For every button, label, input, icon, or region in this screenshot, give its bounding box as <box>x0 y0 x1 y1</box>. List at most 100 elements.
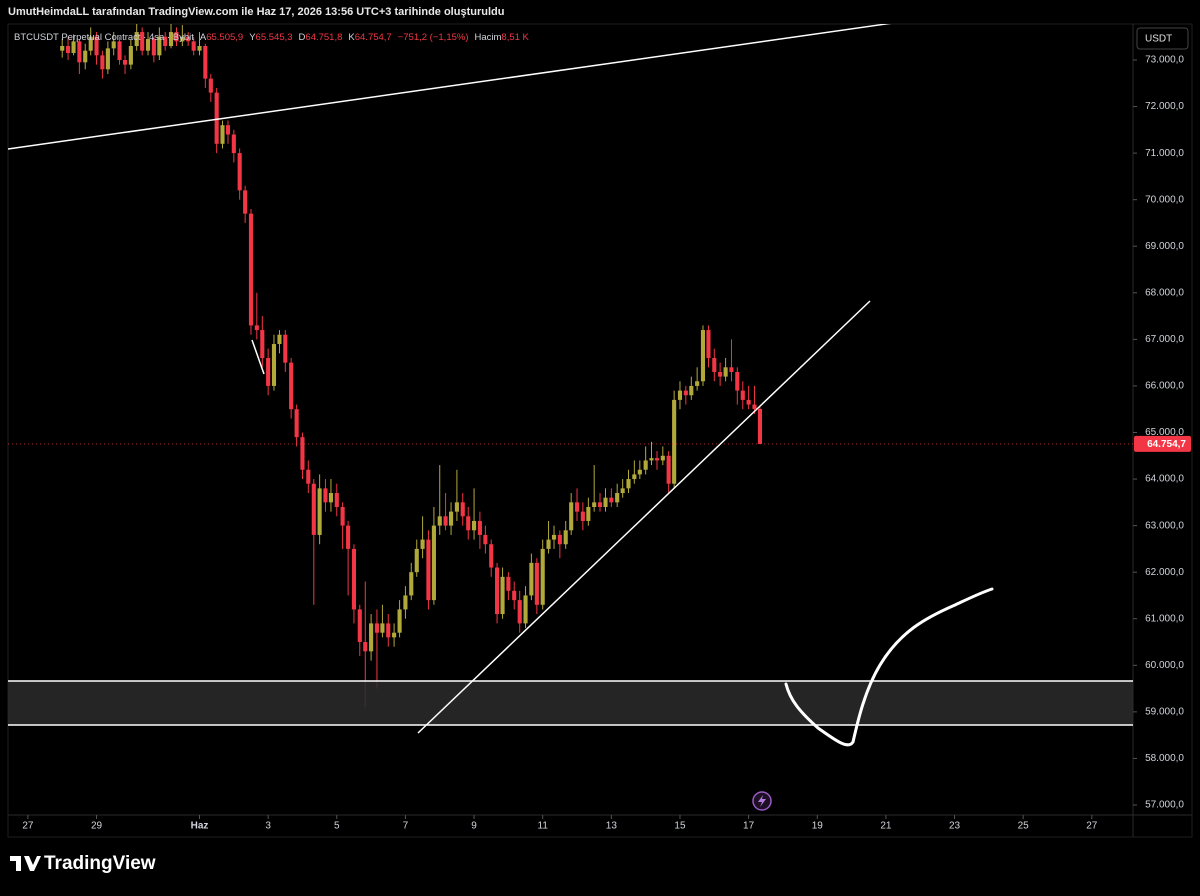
candle-body <box>83 50 88 63</box>
caption: UmutHeimdaLL tarafından TradingView.com … <box>8 6 504 18</box>
candle-body <box>569 502 574 531</box>
candle-body <box>208 78 213 93</box>
candle-body <box>248 213 254 326</box>
candle-body <box>340 506 345 526</box>
candle-body <box>454 502 459 512</box>
lightning-glyph <box>758 795 766 807</box>
x-tick-label: 5 <box>334 821 340 832</box>
candle-body <box>191 41 196 51</box>
candle-body <box>460 502 465 517</box>
candle-body <box>632 474 637 480</box>
candle-body <box>483 534 488 545</box>
candle-body <box>489 544 494 568</box>
legend-change: −751,2 (−1,15%) <box>398 32 469 43</box>
x-tick-label: 3 <box>265 821 271 832</box>
candle-body <box>157 36 162 56</box>
short-stroke <box>251 339 265 375</box>
y-tick-label: 72.000,0 <box>1145 101 1184 112</box>
candle-body <box>145 39 151 51</box>
replay-icon[interactable] <box>752 791 772 811</box>
legend-value: 65.505,9 <box>206 32 243 43</box>
candle-body <box>386 623 391 638</box>
candle-body <box>677 390 683 400</box>
x-tick-label: 25 <box>1018 821 1030 832</box>
candle-body <box>237 153 242 191</box>
candle-body <box>746 399 751 405</box>
y-tick-label: 59.000,0 <box>1145 707 1184 718</box>
x-tick-label: 11 <box>538 821 549 832</box>
candle-body <box>426 539 431 601</box>
y-tick-label: 71.000,0 <box>1145 148 1184 159</box>
y-tick-label: 65.000,0 <box>1145 427 1184 438</box>
candle-body <box>546 539 551 549</box>
candle-body <box>472 520 477 531</box>
legend-value: 65.545,3 <box>256 32 293 43</box>
candle-body <box>203 46 208 79</box>
candle-body <box>380 623 385 633</box>
candle-body <box>174 32 179 42</box>
candle-body <box>311 483 316 535</box>
legend-key: D <box>299 32 306 43</box>
candle-body <box>757 408 763 444</box>
x-tick-label: Haz <box>191 821 209 832</box>
candle-body <box>266 357 271 386</box>
candle-body <box>563 530 568 545</box>
candle-body <box>71 41 76 54</box>
x-tick-label: 27 <box>22 821 34 832</box>
support-zone <box>8 681 1133 725</box>
candle-body <box>512 590 517 601</box>
candle-body <box>695 381 700 386</box>
candle-body <box>128 46 133 65</box>
candle-body <box>77 41 82 63</box>
x-tick-label: 19 <box>812 821 824 832</box>
candle-body <box>334 493 339 507</box>
x-tick-label: 27 <box>1086 821 1098 832</box>
candle-body <box>294 409 299 438</box>
upper-trendline <box>8 24 892 150</box>
candle-body <box>66 46 71 54</box>
candle-body <box>300 437 305 470</box>
candle-body <box>592 502 597 507</box>
candle-body <box>363 642 368 652</box>
y-tick-label: 69.000,0 <box>1145 241 1184 252</box>
candle-body <box>397 609 402 633</box>
candle-body <box>231 134 236 154</box>
candle-body <box>374 623 379 633</box>
candle-body <box>134 32 139 47</box>
candle-body <box>100 55 105 70</box>
candle-body <box>551 534 557 540</box>
candle-body <box>168 32 174 47</box>
candle-body <box>346 525 351 549</box>
y-tick-label: 61.000,0 <box>1145 613 1184 624</box>
y-tick-label: 70.000,0 <box>1145 194 1184 205</box>
candle-body <box>122 59 128 65</box>
candle-body <box>88 36 93 51</box>
usdt-button[interactable]: USDT <box>1136 27 1189 50</box>
candle-body <box>729 367 734 372</box>
candle-body <box>740 390 745 400</box>
candle-body <box>529 562 534 596</box>
y-tick-label: 73.000,0 <box>1145 55 1184 66</box>
candle-body <box>706 330 711 358</box>
legend-key: K <box>348 32 355 43</box>
x-tick-label: 7 <box>403 821 409 832</box>
candle-body <box>60 46 65 51</box>
candle-body <box>643 460 648 470</box>
candle-body <box>225 125 231 135</box>
candle-body <box>94 36 99 56</box>
candle-body <box>271 344 277 386</box>
candle-body <box>718 371 723 377</box>
candle-body <box>328 493 334 503</box>
candle-body <box>254 325 259 331</box>
candle-body <box>117 41 122 60</box>
y-tick-label: 57.000,0 <box>1145 800 1184 811</box>
currency-button[interactable] <box>1136 27 1189 50</box>
candle-body <box>540 548 545 605</box>
last-price-box <box>1134 435 1191 452</box>
candle-body <box>494 567 500 615</box>
candle-body <box>306 469 311 484</box>
candle-body <box>557 534 562 545</box>
logo-text: TradingView <box>44 853 156 874</box>
candle-body <box>517 600 522 624</box>
